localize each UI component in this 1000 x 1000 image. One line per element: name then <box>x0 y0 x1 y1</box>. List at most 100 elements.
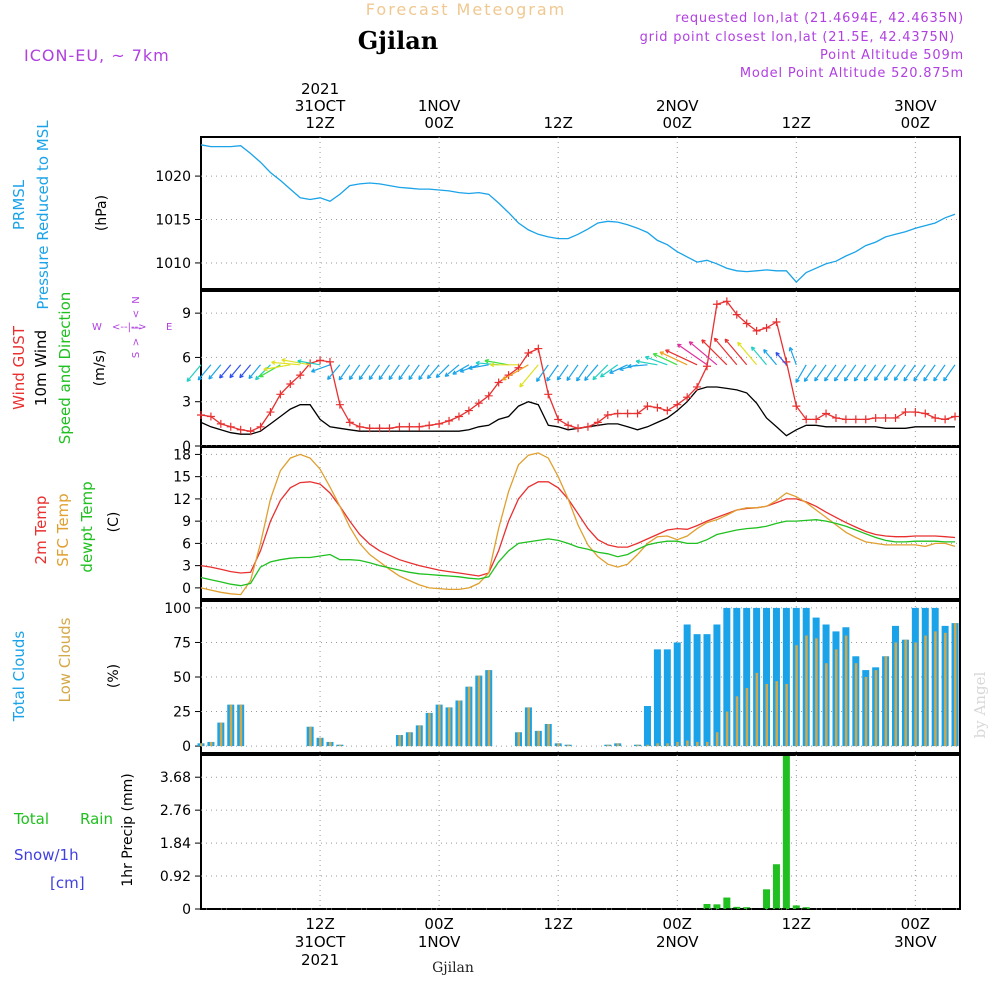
rain-bar <box>733 906 741 909</box>
pressure-frame <box>200 136 961 290</box>
rain-bar <box>703 903 711 909</box>
gust-marker <box>712 300 721 309</box>
wind-direction-arrow <box>219 364 232 379</box>
y-tick-label: 100 <box>164 601 191 617</box>
wind-direction-arrow <box>795 364 807 384</box>
total-clouds-bar <box>763 607 771 747</box>
wind-direction-arrow <box>271 360 301 366</box>
gust-marker <box>643 402 652 411</box>
low-clouds-bar <box>934 631 937 747</box>
gust-marker <box>246 427 255 436</box>
grid-point-coords: grid point closest lon,lat (21.5E, 42.43… <box>640 30 955 45</box>
gust-marker <box>564 421 573 430</box>
temperature-panel: 0 3 6 9 12 15 18 <box>173 446 961 600</box>
svg-text:>: > <box>131 338 142 346</box>
rain-bar <box>723 897 731 909</box>
low-clouds-bar <box>219 722 223 747</box>
gust-marker <box>395 422 404 431</box>
low-clouds-bar <box>696 741 699 747</box>
rain-bar <box>792 905 800 909</box>
low-clouds-bar <box>834 649 838 747</box>
gust-marker <box>911 408 920 417</box>
low-clouds-bar <box>616 743 620 747</box>
gust-marker <box>812 415 821 424</box>
gust-marker <box>861 415 870 424</box>
gust-marker <box>365 424 374 433</box>
y-tick-label: 0 <box>182 581 191 597</box>
wind-direction-arrow <box>750 346 767 366</box>
cm-label: [cm] <box>50 874 85 892</box>
total-clouds-bar <box>693 634 701 747</box>
total-clouds-bar <box>663 649 671 747</box>
time-label-bottom: 3NOV <box>894 933 937 951</box>
low-clouds-bar <box>765 683 769 747</box>
total-clouds-bar <box>703 634 711 747</box>
total-rain-label: Total <box>13 810 49 828</box>
wind-direction-arrow <box>814 364 827 382</box>
wind-direction-arrow <box>665 349 698 366</box>
low-clouds-bar <box>706 741 709 747</box>
wind-direction-arrow <box>724 338 748 366</box>
gust-marker <box>206 412 215 421</box>
time-label-bottom: 12Z <box>305 915 334 933</box>
gust-marker <box>256 422 265 431</box>
wind-direction-arrow <box>297 359 321 366</box>
low-clouds-bar <box>755 672 759 747</box>
wind-direction-arrow <box>310 364 331 373</box>
low-clouds-bar <box>239 704 243 747</box>
y-tick-label: 0.92 <box>160 869 191 885</box>
wind-direction-arrow <box>737 341 758 366</box>
wind-direction-arrow <box>368 364 381 381</box>
gust-marker <box>296 371 305 380</box>
wind-direction-arrow <box>263 364 291 372</box>
wind-direction-arrow <box>435 364 450 379</box>
gust-marker <box>544 390 553 399</box>
wind-direction-arrow <box>398 364 410 381</box>
2m-temp-line <box>200 481 956 577</box>
wind-speed-label: Speed and Direction <box>56 292 74 445</box>
gust-marker <box>673 400 682 409</box>
wind-direction-arrow <box>546 364 559 382</box>
gust-marker <box>901 408 910 417</box>
gust-marker <box>494 378 503 387</box>
gust-marker <box>663 406 672 415</box>
time-label-top: 31OCT <box>295 97 346 115</box>
wind-direction-arrow <box>893 364 906 382</box>
y-tick-label: 6 <box>182 350 191 366</box>
wind-direction-arrow <box>853 364 867 382</box>
low-clouds-bar <box>467 686 471 747</box>
time-label-top: 00Z <box>663 114 692 132</box>
precip-frame <box>200 754 961 910</box>
time-label-top: 2021 <box>301 80 339 98</box>
y-tick-label: 0 <box>182 439 191 455</box>
wind-direction-arrow <box>883 364 896 382</box>
total-clouds-bar <box>673 642 681 747</box>
gust-marker <box>464 406 473 415</box>
gust-marker <box>871 413 880 422</box>
wind-direction-arrow <box>255 364 271 381</box>
temp-unit: (C) <box>106 512 122 533</box>
low-clouds-bar <box>666 743 669 747</box>
low-clouds-bar <box>745 688 749 747</box>
low-clouds-bar <box>815 638 818 747</box>
wind-direction-arrow <box>468 364 489 371</box>
low-clouds-bar <box>924 635 927 747</box>
wind-direction-arrow <box>281 358 311 366</box>
precip-panel-labels: Total Rain Snow/1h [cm] 1hr Precip (mm) <box>13 773 136 892</box>
gust-marker <box>266 408 275 417</box>
rain-bar <box>772 864 780 909</box>
svg-text:W: W <box>92 322 102 333</box>
wind-panel: 0 3 6 9 <box>182 290 961 455</box>
pressure-panel: 1010 1015 1020 <box>155 136 961 290</box>
total-clouds-bar <box>653 649 661 747</box>
y-tick-label: 25 <box>173 705 191 721</box>
wind-direction-arrow <box>833 364 847 382</box>
gust-marker <box>325 357 334 366</box>
gust-marker <box>484 391 493 400</box>
gust-marker <box>683 393 692 402</box>
low-clouds-bar <box>418 725 421 747</box>
y-tick-label: 50 <box>173 670 191 686</box>
station-title: Gjilan <box>358 26 438 55</box>
point-altitude: Point Altitude 509m <box>820 48 964 63</box>
gust-marker <box>851 415 860 424</box>
